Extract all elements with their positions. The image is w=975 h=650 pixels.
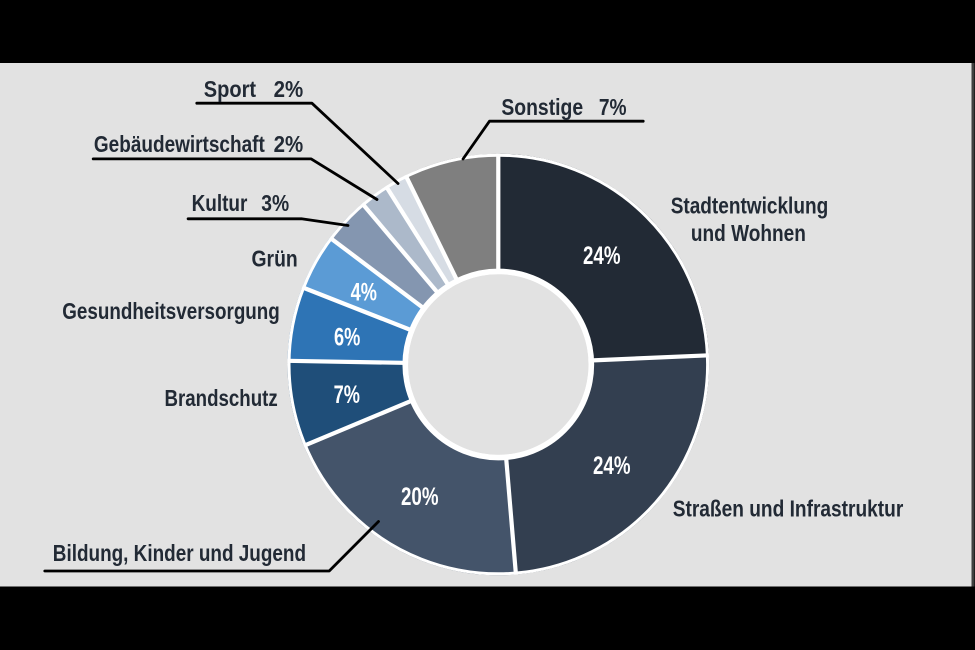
svg-text:4%: 4% [351, 278, 377, 306]
svg-text:7%: 7% [599, 94, 627, 120]
svg-text:und Wohnen: und Wohnen [691, 220, 806, 246]
svg-text:7%: 7% [334, 381, 360, 409]
svg-text:3%: 3% [261, 190, 289, 216]
svg-text:Gebäudewirtschaft: Gebäudewirtschaft [94, 131, 265, 157]
svg-text:Sonstige: Sonstige [501, 94, 583, 120]
svg-text:24%: 24% [593, 452, 631, 480]
svg-text:Grün: Grün [252, 245, 298, 271]
svg-text:Straßen und Infrastruktur: Straßen und Infrastruktur [673, 496, 904, 522]
svg-text:Bildung, Kinder und Jugend: Bildung, Kinder und Jugend [53, 540, 306, 566]
svg-text:Sport: Sport [204, 76, 257, 102]
svg-text:Gesundheitsversorgung: Gesundheitsversorgung [62, 298, 279, 324]
svg-text:Brandschutz: Brandschutz [165, 385, 278, 411]
svg-text:2%: 2% [274, 131, 304, 157]
svg-text:Stadtentwicklung: Stadtentwicklung [671, 193, 829, 219]
svg-text:20%: 20% [401, 483, 439, 511]
svg-text:2%: 2% [274, 76, 304, 102]
svg-text:24%: 24% [583, 242, 621, 270]
svg-text:Kultur: Kultur [192, 190, 248, 216]
svg-text:6%: 6% [334, 324, 360, 352]
